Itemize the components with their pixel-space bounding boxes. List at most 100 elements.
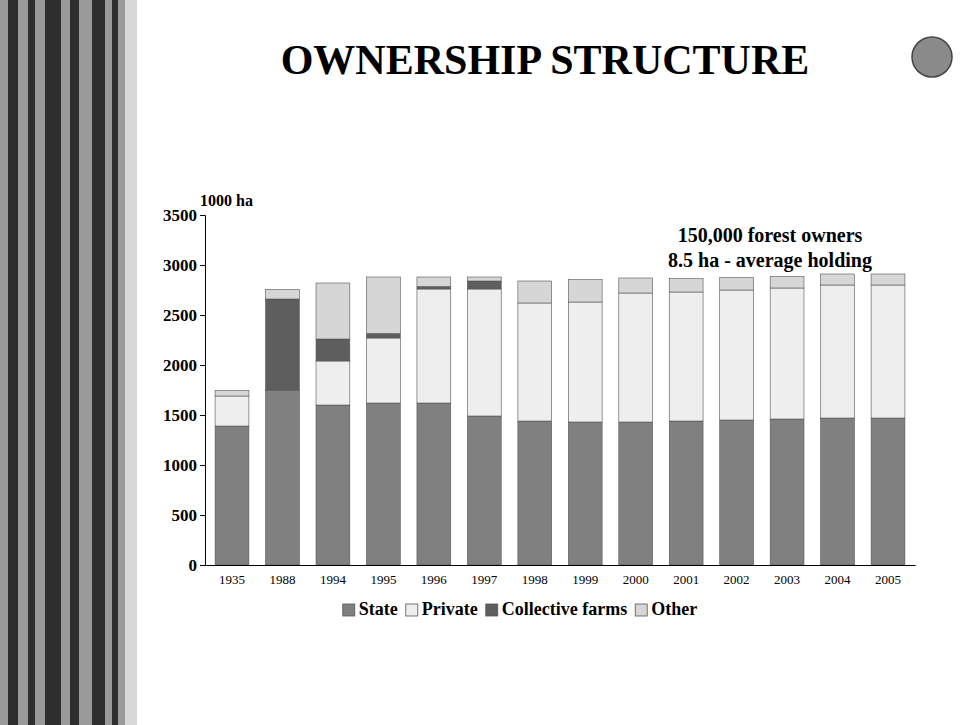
bar-segment [669,421,703,565]
bar-segment [417,289,451,403]
bar-segment [518,281,552,303]
bar-segment [871,285,905,418]
bar-segment [366,338,400,403]
logo [912,37,952,77]
x-tick-label: 2000 [623,572,649,587]
y-tick: 1500 [163,406,205,425]
y-tick-mark [200,515,205,516]
x-tick: 2001 [673,565,699,587]
y-tick-mark [200,565,205,566]
bar-segment [417,277,451,287]
y-tick-label: 1000 [163,456,197,475]
bar-segment [770,419,804,565]
y-axis-line [200,216,206,566]
x-tick-label: 1997 [471,572,498,587]
legend: State Private Collective farms Other [343,599,697,619]
bar-segment [770,288,804,419]
legend-item: State [343,599,398,619]
bar-segment [266,299,300,390]
y-tick: 1000 [163,456,205,475]
bar-segment [467,289,501,416]
bar-segment [467,416,501,565]
legend-label: Private [422,599,478,619]
bar-segment [518,303,552,421]
y-tick-label: 3500 [163,206,197,225]
x-axis: 1935 1988 1994 1995 1996 1997 1998 1999 2000 2001… [206,565,916,587]
x-tick: 1995 [370,565,396,587]
bar-segment [215,426,249,565]
legend-label: Other [651,599,697,619]
x-tick-label: 1935 [219,572,245,587]
decoration-trunk [112,0,118,725]
y-tick-label: 500 [172,506,198,525]
bar-segment [669,292,703,421]
bar-segment [720,290,754,420]
decoration-trunk [28,0,35,725]
y-tick-mark [200,365,205,366]
bar-segment [871,418,905,565]
x-tick-label: 2004 [825,572,852,587]
bar-segment [821,285,855,418]
x-tick-label: 2003 [774,572,800,587]
title: OWNERSHIP STRUCTURE [281,37,810,83]
legend-item: Collective farms [486,599,627,619]
x-tick-label: 1995 [370,572,396,587]
legend-swatch [635,604,647,616]
bar-segment [266,390,300,565]
x-tick: 2003 [774,565,800,587]
y-tick-mark [200,415,205,416]
y-tick-mark [200,315,205,316]
y-tick-mark [200,465,205,466]
legend-swatch [406,604,418,616]
decoration [0,0,137,725]
bar-segment [366,334,400,339]
legend-item: Private [406,599,478,619]
y-tick: 3500 [163,206,205,225]
decoration-trunk [45,0,61,725]
x-tick-label: 1996 [421,572,448,587]
bars [215,274,905,565]
y-axis-title: 1000 ha [200,192,253,209]
bar-segment [568,422,602,565]
x-tick: 1999 [572,565,598,587]
bar-segment [871,274,905,285]
decoration-trunk [8,0,18,725]
bar-segment [467,281,501,289]
x-tick: 2005 [875,565,901,587]
legend-swatch [486,604,498,616]
y-tick-label: 2000 [163,356,197,375]
bar-segment [568,280,602,303]
y-tick: 0 [189,556,206,575]
y-tick-label: 1500 [163,406,197,425]
y-tick: 500 [172,506,206,525]
bar-segment [467,277,501,281]
y-axis: 0 500 1000 1500 2000 2500 3000 3500 [163,206,206,575]
x-tick-label: 1988 [269,572,295,587]
x-tick: 1994 [320,565,347,587]
y-tick: 2500 [163,306,205,325]
annotation: 8.5 ha - average holding [668,249,872,272]
decoration-edge [125,0,137,725]
bar-segment [720,278,754,291]
y-tick-label: 3000 [163,256,197,275]
y-tick-mark [200,215,205,216]
legend-label: Collective farms [502,599,627,619]
y-tick: 3000 [163,256,205,275]
bar-segment [770,277,804,289]
legend-item: Other [635,599,697,619]
bar-segment [417,287,451,290]
decoration-trunk [70,0,79,725]
bar-segment [518,421,552,565]
y-tick: 2000 [163,356,205,375]
x-tick: 1988 [269,565,295,587]
x-tick: 1935 [219,565,245,587]
bar-segment [821,418,855,565]
bar-segment [619,293,653,422]
bar-segment [316,283,350,339]
bar-segment [366,277,400,334]
bar-segment [215,391,249,397]
bar-segment [215,396,249,426]
series [215,274,905,396]
x-tick-label: 1998 [522,572,548,587]
annotation: 150,000 forest owners [678,224,863,246]
